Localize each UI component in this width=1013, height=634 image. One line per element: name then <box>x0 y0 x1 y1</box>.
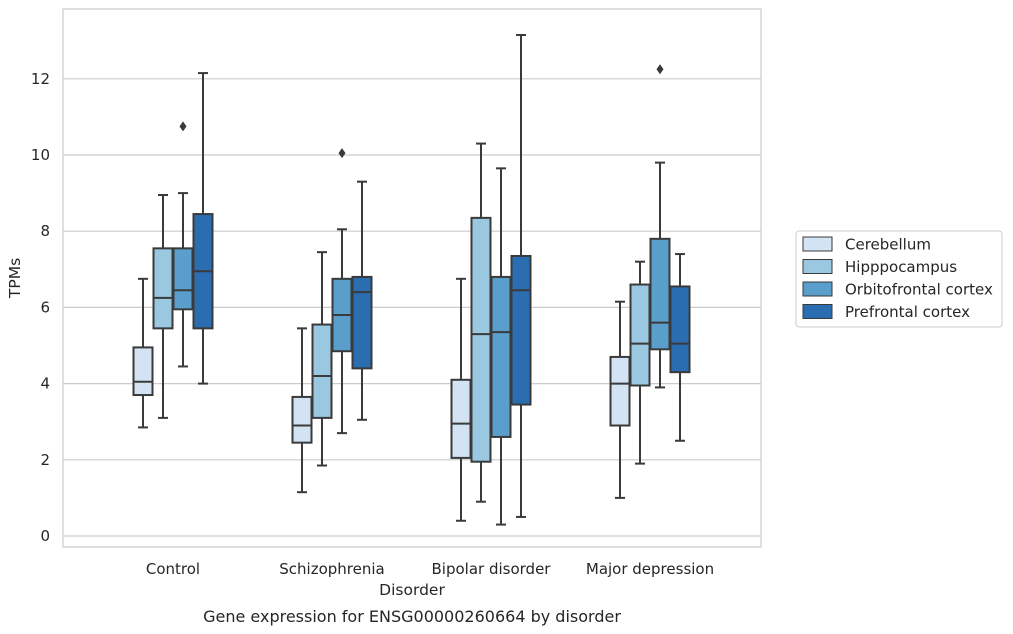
box-prefrontal-cortex <box>351 180 373 421</box>
outlier-marker <box>338 148 346 159</box>
box-plot-area <box>132 33 691 526</box>
legend-label: Cerebellum <box>845 236 931 254</box>
box-iqr <box>629 283 651 387</box>
box-prefrontal-cortex <box>510 33 532 518</box>
box-hipppocampus <box>152 194 174 419</box>
box-prefrontal-cortex <box>669 253 691 442</box>
box-cerebellum <box>450 277 472 522</box>
box-hipppocampus <box>311 251 333 467</box>
box-iqr <box>311 323 333 419</box>
legend-swatch <box>802 281 833 297</box>
legend-label: Hipppocampus <box>845 258 957 276</box>
legend-swatch <box>802 236 833 252</box>
y-tick-label: 0 <box>40 527 50 545</box>
box-orbitofrontal-cortex <box>490 167 512 526</box>
x-tick-label: Major depression <box>586 560 714 578</box>
box-orbitofrontal-cortex <box>172 121 194 368</box>
legend-label: Orbitofrontal cortex <box>845 281 993 299</box>
box-iqr <box>649 237 671 351</box>
box-iqr <box>609 355 631 427</box>
x-tick-label: Bipolar disorder <box>432 560 552 578</box>
box-hipppocampus <box>629 260 651 465</box>
box-iqr <box>490 275 512 438</box>
figure-caption: Gene expression for ENSG00000260664 by d… <box>203 607 621 626</box>
box-orbitofrontal-cortex <box>649 64 671 389</box>
legend-swatch <box>802 259 833 274</box>
y-tick-label: 10 <box>31 146 50 164</box>
y-tick-label: 4 <box>40 375 50 393</box>
y-tick-label: 12 <box>31 70 50 88</box>
box-cerebellum <box>291 327 313 494</box>
box-cerebellum <box>132 277 154 429</box>
box-iqr <box>291 395 313 444</box>
outlier-marker <box>656 64 664 75</box>
legend-frame <box>795 230 1003 328</box>
box-iqr <box>172 247 194 311</box>
legend-swatch <box>802 304 833 319</box>
x-axis-title: Disorder <box>379 581 445 599</box>
y-axis-ticks: 0 2 4 6 8 10 12 <box>31 70 50 545</box>
box-iqr <box>669 285 691 374</box>
box-iqr <box>132 346 154 397</box>
x-tick-label: Control <box>146 560 200 578</box>
box-orbitofrontal-cortex <box>331 148 353 435</box>
y-tick-label: 2 <box>40 451 50 469</box>
x-axis-ticks: Control Schizophrenia Bipolar disorder Majo… <box>146 560 714 578</box>
box-iqr <box>470 216 492 463</box>
legend: Cerebellum Hipppocampus Orbitofrontal cort… <box>795 230 1003 328</box>
plot-frame <box>62 8 762 548</box>
y-tick-label: 6 <box>40 298 50 316</box>
box-hipppocampus <box>470 142 492 503</box>
box-iqr <box>510 254 532 406</box>
box-iqr <box>152 247 174 330</box>
outlier-marker <box>179 121 187 132</box>
box-cerebellum <box>609 300 631 499</box>
box-iqr <box>351 275 373 370</box>
y-axis-title: TPMs <box>6 258 24 299</box>
x-tick-label: Schizophrenia <box>279 560 384 578</box>
box-prefrontal-cortex <box>192 72 214 385</box>
legend-label: Prefrontal cortex <box>845 303 970 321</box>
box-iqr <box>450 378 472 459</box>
y-tick-label: 8 <box>40 222 50 240</box>
